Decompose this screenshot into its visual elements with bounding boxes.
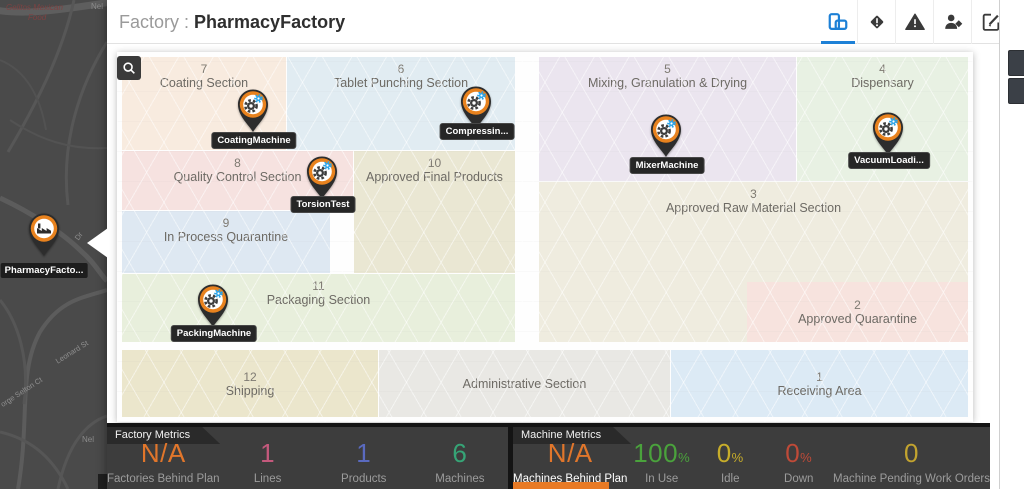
right-strip xyxy=(999,0,1024,489)
machine-pin-label[interactable]: PackingMachine xyxy=(170,325,258,342)
machine-gear-icon xyxy=(651,114,681,157)
warning-triangle-icon[interactable] xyxy=(895,0,933,44)
machine-pin-packing[interactable] xyxy=(193,280,233,330)
section-name: In Process Quarantine xyxy=(163,230,289,244)
machine-pin-label[interactable]: TorsionTest xyxy=(290,196,356,213)
map-attribution-icon xyxy=(98,474,107,489)
factory-metrics-columns: N/A Factories Behind Plan 1 Lines 1 Prod… xyxy=(107,439,508,485)
section-name: Receiving Area xyxy=(777,383,862,398)
factory-icon xyxy=(29,213,59,256)
page-title: Factory : PharmacyFactory xyxy=(119,0,345,44)
machine-metrics-columns: N/A Machines Behind Plan 100% In Use 0% … xyxy=(513,439,990,485)
machine-metrics-tab: Machine Metrics xyxy=(513,427,631,444)
search-button[interactable] xyxy=(117,56,141,80)
title-value: PharmacyFactory xyxy=(194,12,346,32)
section-number: 4 xyxy=(879,62,886,76)
factory-metrics-tab: Factory Metrics xyxy=(107,427,220,444)
factory-metrics-panel: Factory Metrics N/A Factories Behind Pla… xyxy=(107,427,508,489)
zoom-out-button[interactable] xyxy=(1008,78,1024,104)
machine-pin-torsion-test[interactable] xyxy=(302,152,342,202)
section-name: Approved Final Products xyxy=(366,170,503,184)
metric-pending-work-orders[interactable]: 0 Machine Pending Work Orders xyxy=(832,438,991,485)
map-label-street: Nel xyxy=(91,2,103,11)
machine-gear-icon xyxy=(873,112,903,155)
callout-pointer xyxy=(87,228,108,258)
map-label-street: Nel xyxy=(82,435,94,444)
metric-products[interactable]: 1 Products xyxy=(341,438,387,485)
section-name: Administrative Section xyxy=(462,376,587,391)
metric-factories-behind-plan[interactable]: N/A Factories Behind Plan xyxy=(107,438,220,485)
section-approved-quarantine[interactable]: 2 Approved Quarantine xyxy=(747,282,968,342)
section-number: 2 xyxy=(854,298,861,312)
section-number: 10 xyxy=(427,156,442,170)
section-receiving-area[interactable]: 1 Receiving Area xyxy=(671,350,968,417)
floorplan-icon[interactable] xyxy=(819,0,857,44)
section-name: Approved Raw Material Section xyxy=(665,201,842,215)
edit-icon[interactable] xyxy=(971,0,1009,44)
machine-pin-label[interactable]: VacuumLoadi... xyxy=(848,152,930,169)
map-label-poi2: Food xyxy=(28,13,47,22)
machine-pin-coating[interactable] xyxy=(233,85,273,135)
machine-gear-icon xyxy=(238,89,268,132)
machine-pin-vacuum-loading[interactable] xyxy=(868,108,908,158)
factory-map-marker[interactable] xyxy=(24,209,64,259)
machine-metrics-panel: Machine Metrics N/A Machines Behind Plan… xyxy=(513,427,990,489)
machine-gear-icon xyxy=(307,156,337,199)
metric-machines[interactable]: 6 Machines xyxy=(435,438,485,485)
section-number: 5 xyxy=(664,62,671,76)
section-name: Dispensary xyxy=(851,76,914,90)
metrics-bar: Factory Metrics N/A Factories Behind Pla… xyxy=(107,423,990,489)
section-shipping[interactable]: 12 Shipping xyxy=(122,350,378,417)
header: Factory : PharmacyFactory xyxy=(107,0,999,44)
section-number: 7 xyxy=(200,62,208,76)
machine-pin-label[interactable]: MixerMachine xyxy=(629,157,705,174)
section-administrative[interactable]: Administrative Section xyxy=(379,350,670,417)
main-panel: Factory : PharmacyFactory xyxy=(107,0,999,489)
map-label-poi: Gelitos Mexican xyxy=(6,3,63,12)
metric-lines[interactable]: 1 Lines xyxy=(253,438,282,485)
section-in-process-quarantine[interactable]: 9 In Process Quarantine xyxy=(122,211,330,273)
metric-down[interactable]: 0% Down xyxy=(784,438,814,485)
section-number: 12 xyxy=(243,369,257,384)
section-number: 6 xyxy=(397,62,405,76)
section-number: 3 xyxy=(750,187,757,201)
active-metric-underline xyxy=(513,482,609,489)
header-toolbar xyxy=(819,0,1009,44)
diamond-alert-icon[interactable] xyxy=(857,0,895,44)
floorplan-sheet: 7 Coating Section 6 Tablet Punching Sect… xyxy=(117,52,973,422)
metric-in-use[interactable]: 100% In Use xyxy=(633,438,691,485)
section-number: 9 xyxy=(222,216,230,230)
machine-gear-icon xyxy=(198,284,228,327)
section-approved-final-products[interactable]: 10 Approved Final Products xyxy=(354,151,515,273)
zoom-in-button[interactable] xyxy=(1008,50,1024,76)
search-icon xyxy=(123,62,135,74)
section-name: Shipping xyxy=(225,383,275,398)
section-name: Packaging Section xyxy=(266,293,371,307)
title-prefix: Factory : xyxy=(119,12,195,32)
machine-pin-label[interactable]: CoatingMachine xyxy=(211,132,297,149)
user-status-icon[interactable] xyxy=(933,0,971,44)
section-number: 1 xyxy=(816,369,823,384)
section-number: 11 xyxy=(312,279,325,293)
machine-pin-label[interactable]: Compressin... xyxy=(439,123,515,140)
machine-pin-mixer[interactable] xyxy=(646,110,686,160)
section-name: Approved Quarantine xyxy=(798,312,917,326)
factory-map-marker-label[interactable]: PharmacyFacto... xyxy=(0,262,89,279)
metric-idle[interactable]: 0% Idle xyxy=(716,438,744,485)
section-name: Mixing, Granulation & Drying xyxy=(587,76,748,90)
metric-machines-behind-plan[interactable]: N/A Machines Behind Plan xyxy=(513,438,628,485)
